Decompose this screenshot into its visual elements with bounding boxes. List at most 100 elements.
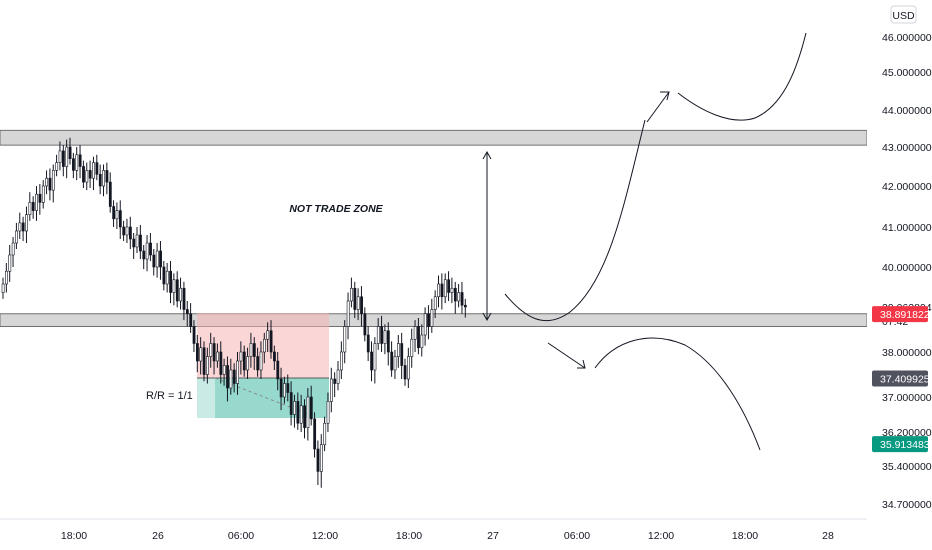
candle-body xyxy=(440,283,444,298)
candle-body xyxy=(92,162,95,179)
candle-body xyxy=(222,365,226,375)
candle-body xyxy=(396,343,400,357)
candle-body xyxy=(105,170,109,183)
candle-body xyxy=(437,283,441,298)
candle-body xyxy=(172,279,176,293)
candle-body xyxy=(356,296,360,310)
candle-body xyxy=(350,287,353,302)
candle-body xyxy=(400,343,404,366)
currency-label: USD xyxy=(892,10,915,22)
candle-body xyxy=(383,330,387,344)
candle-body xyxy=(460,292,464,306)
candle-body xyxy=(129,226,132,240)
candle-body xyxy=(326,401,330,424)
time-tick-labels: 18:00 26 06:00 12:00 18:00 27 06:00 12:00 18:00 2… xyxy=(61,530,834,542)
price-badge-label: 37.409925 xyxy=(880,374,930,386)
time-axis[interactable]: 18:00 26 06:00 12:00 18:00 27 06:00 12:00 18:00 2… xyxy=(0,518,867,542)
price-tick-label: 38.000000 xyxy=(882,347,932,359)
candle-body xyxy=(139,234,142,252)
candle-body xyxy=(309,396,313,420)
candle-body xyxy=(82,166,85,183)
candles-layer xyxy=(1,137,467,488)
candle-body xyxy=(380,326,384,344)
currency-button-box[interactable] xyxy=(890,5,917,24)
price-badge-label: 38.891822 xyxy=(880,309,930,321)
time-tick-label: 28 xyxy=(822,530,834,542)
candle-body xyxy=(132,238,136,248)
candle-body xyxy=(403,365,407,380)
candle-body xyxy=(78,154,82,167)
candle-body xyxy=(323,422,327,446)
candle-body xyxy=(386,330,390,353)
time-tick-label: 06:00 xyxy=(564,530,590,542)
candle-body xyxy=(430,309,434,327)
candle-body xyxy=(152,254,156,268)
candle-body xyxy=(239,351,243,362)
candle-body xyxy=(226,365,229,389)
bullish-arrow-line xyxy=(646,91,670,123)
candle-body xyxy=(376,326,380,344)
candle-body xyxy=(68,146,72,159)
candle-body xyxy=(246,356,250,371)
candle-body xyxy=(61,150,65,167)
candle-body xyxy=(18,222,22,232)
candle-body xyxy=(199,347,203,362)
price-tick-label: 41.000000 xyxy=(882,222,932,234)
zone-rect[interactable] xyxy=(0,129,868,146)
range-arrow-head-top xyxy=(482,150,492,160)
candle-body xyxy=(433,296,437,310)
candle-body xyxy=(108,181,112,207)
candle-body xyxy=(31,202,35,211)
candle-body xyxy=(299,405,303,424)
candle-body xyxy=(48,177,52,191)
time-tick-label: 27 xyxy=(487,530,499,542)
candle-body xyxy=(196,343,199,362)
candle-body xyxy=(202,347,206,375)
candle-body xyxy=(98,174,102,187)
candle-body xyxy=(463,304,467,308)
time-tick-label: 18:00 xyxy=(396,530,422,542)
candle-body xyxy=(373,343,377,371)
candle-body xyxy=(189,313,193,327)
candle-body xyxy=(443,279,447,298)
risk-reward-label: R/R = 1/1 xyxy=(146,390,193,402)
candle-body xyxy=(269,330,273,353)
candle-body xyxy=(423,313,427,336)
candle-body xyxy=(457,292,461,302)
candle-body xyxy=(72,158,75,171)
candle-body xyxy=(65,146,69,167)
candle-body xyxy=(212,343,216,362)
candle-body xyxy=(313,418,317,450)
candle-body xyxy=(340,351,343,371)
candle-body xyxy=(112,206,116,220)
candle-body xyxy=(1,283,5,293)
not-trade-zone-label: NOT TRADE ZONE xyxy=(289,203,383,215)
price-badge xyxy=(872,370,928,387)
price-tick-label: 37.000000 xyxy=(882,392,932,404)
candle-body xyxy=(363,313,367,336)
price-axis[interactable]: 46.000000 45.000000 44.000000 43.000000 42.0… xyxy=(867,0,932,550)
candle-body xyxy=(329,378,333,402)
candle-body xyxy=(289,392,293,415)
candle-body xyxy=(192,326,196,344)
candle-body xyxy=(219,351,223,375)
candle-body xyxy=(279,378,283,398)
candle-body xyxy=(135,234,139,248)
bullish-projection-curve xyxy=(504,119,646,322)
candle-body xyxy=(145,242,149,260)
candle-body xyxy=(85,170,89,183)
candle-body xyxy=(293,401,296,415)
candle-body xyxy=(159,250,162,268)
candle-body xyxy=(88,170,92,179)
time-tick-label: 18:00 xyxy=(61,530,87,542)
candle-body xyxy=(417,326,420,349)
price-tick-label: 35.400000 xyxy=(882,461,932,473)
candle-body xyxy=(266,330,270,340)
candle-body xyxy=(45,177,49,187)
candle-body xyxy=(370,351,374,371)
zone-rect[interactable] xyxy=(0,313,868,327)
candle-body xyxy=(35,193,39,211)
candle-body xyxy=(256,356,260,371)
price-tick-label: 36.200000 xyxy=(882,427,932,439)
